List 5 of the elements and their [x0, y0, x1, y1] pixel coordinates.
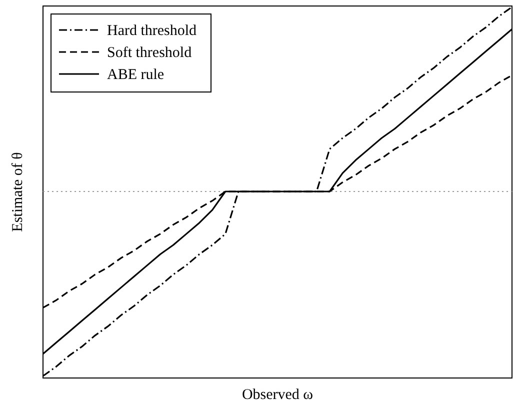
- legend-label: ABE rule: [107, 67, 164, 83]
- y-axis-title: Estimate of θ: [10, 152, 26, 232]
- legend-label: Soft threshold: [107, 45, 192, 61]
- legend-label: Hard threshold: [107, 23, 198, 39]
- x-axis-title: Observed ω: [242, 387, 314, 403]
